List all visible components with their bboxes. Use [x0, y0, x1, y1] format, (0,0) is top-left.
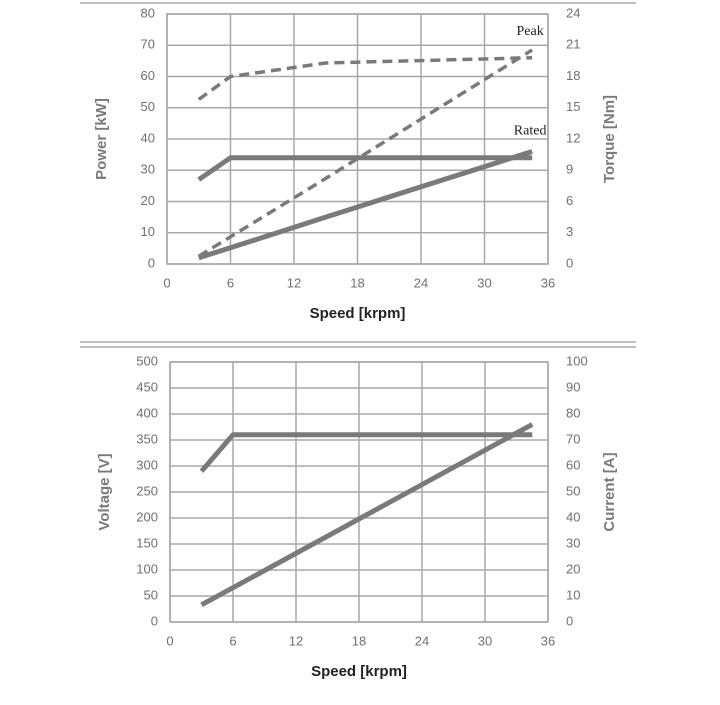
- y2-axis-title: Torque [Nm]: [601, 95, 618, 183]
- y-tick-label: 300: [136, 457, 158, 472]
- x-tick-label: 24: [415, 633, 429, 648]
- x-tick-label: 24: [414, 275, 428, 290]
- y-tick-label: 400: [136, 405, 158, 420]
- y2-tick-label: 20: [566, 561, 580, 576]
- x-axis-title: Speed [krpm]: [311, 663, 407, 680]
- x-tick-label: 12: [287, 275, 301, 290]
- y2-tick-label: 18: [566, 68, 580, 83]
- y-tick-label: 200: [136, 509, 158, 524]
- y2-tick-label: 15: [566, 99, 580, 114]
- y-tick-label: 30: [141, 162, 155, 177]
- series-line: [200, 422, 534, 608]
- y-tick-label: 60: [141, 68, 155, 83]
- y-tick-label: 80: [141, 5, 155, 20]
- y-tick-label: 50: [144, 587, 158, 602]
- y2-tick-label: 50: [566, 483, 580, 498]
- y-tick-label: 350: [136, 431, 158, 446]
- y-tick-label: 500: [136, 353, 158, 368]
- plot-frame: [169, 361, 549, 623]
- x-tick-label: 36: [541, 275, 555, 290]
- y-tick-label: 100: [136, 561, 158, 576]
- y2-tick-label: 60: [566, 457, 580, 472]
- y-axis-title: Voltage [V]: [96, 453, 113, 530]
- x-tick-label: 36: [541, 633, 555, 648]
- y2-tick-label: 70: [566, 431, 580, 446]
- x-tick-label: 12: [289, 633, 303, 648]
- y-tick-label: 20: [141, 193, 155, 208]
- x-tick-label: 6: [227, 275, 234, 290]
- x-tick-label: 18: [352, 633, 366, 648]
- x-tick-label: 18: [350, 275, 364, 290]
- y2-tick-label: 0: [566, 613, 573, 628]
- y2-tick-label: 40: [566, 509, 580, 524]
- annotation: Peak: [517, 24, 544, 39]
- y-tick-label: 50: [141, 99, 155, 114]
- y-axis-title: Power [kW]: [93, 98, 110, 180]
- y2-axis-title: Current [A]: [601, 452, 618, 531]
- y2-tick-label: 10: [566, 587, 580, 602]
- series-line: [197, 155, 533, 182]
- x-tick-label: 6: [229, 633, 236, 648]
- y2-tick-label: 100: [566, 353, 588, 368]
- x-tick-label: 0: [163, 275, 170, 290]
- series-line: [199, 432, 533, 473]
- y-tick-label: 250: [136, 483, 158, 498]
- series-line: [197, 56, 533, 101]
- y-tick-label: 10: [141, 224, 155, 239]
- x-tick-label: 30: [477, 275, 491, 290]
- x-tick-label: 30: [478, 633, 492, 648]
- y-tick-label: 450: [136, 379, 158, 394]
- y2-tick-label: 6: [566, 193, 573, 208]
- y2-tick-label: 90: [566, 379, 580, 394]
- x-tick-label: 0: [166, 633, 173, 648]
- y2-tick-label: 21: [566, 37, 580, 52]
- y2-tick-label: 80: [566, 405, 580, 420]
- plot-frame: [166, 13, 549, 265]
- annotation: Rated: [514, 124, 547, 139]
- y-tick-label: 150: [136, 535, 158, 550]
- y-tick-label: 0: [148, 255, 155, 270]
- series-line: [197, 149, 533, 261]
- y-tick-label: 40: [141, 130, 155, 145]
- y2-tick-label: 30: [566, 535, 580, 550]
- y2-tick-label: 12: [566, 130, 580, 145]
- series-line: [197, 48, 534, 258]
- y2-tick-label: 9: [566, 162, 573, 177]
- y2-tick-label: 0: [566, 255, 573, 270]
- y-tick-label: 0: [151, 613, 158, 628]
- y-tick-label: 70: [141, 37, 155, 52]
- y2-tick-label: 3: [566, 224, 573, 239]
- y2-tick-label: 24: [566, 5, 580, 20]
- x-axis-title: Speed [krpm]: [310, 305, 406, 322]
